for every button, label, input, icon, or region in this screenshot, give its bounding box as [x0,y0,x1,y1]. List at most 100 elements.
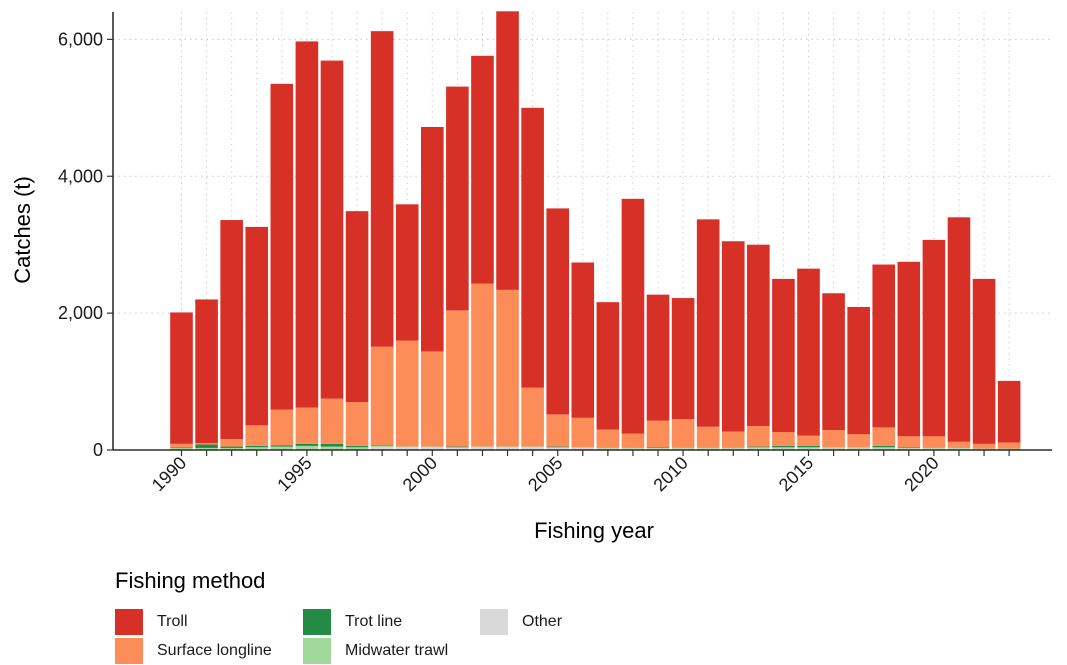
bar-segment-trot-line [797,445,820,448]
bar-segment-surface-longline [195,443,218,445]
bar-segment-surface-longline [897,436,921,448]
bar-segment-midwater-trawl [696,447,720,449]
bar-segment-other [471,447,494,450]
bar-segment-surface-longline [320,398,344,444]
bar-segment-other [822,448,845,450]
bar-segment-troll [797,268,820,436]
bar-segment-midwater-trawl [747,447,770,449]
bar-segment-midwater-trawl [496,446,519,448]
bar-segment-troll [997,380,1021,443]
bar-segment-surface-longline [496,289,519,447]
bar-segment-surface-longline [421,351,444,447]
legend-item-troll: Troll [115,608,188,636]
bar-segment-other [772,448,795,450]
bar-segment-other [947,448,971,450]
bar-segment-surface-longline [395,340,419,447]
bar-segment-troll [822,293,845,431]
bar-segment-surface-longline [170,443,193,448]
x-axis-title: Fishing year [534,518,654,543]
bar-segment-midwater-trawl [646,447,670,449]
bar-segment-midwater-trawl [345,447,369,450]
bar-segment-surface-longline [621,433,645,448]
bar-segment-troll [471,55,494,284]
bar-segment-midwater-trawl [671,447,695,449]
legend-item-other: Other [480,608,562,636]
bar-segment-midwater-trawl [847,447,870,449]
legend-label-trot-line: Trot line [345,613,403,630]
bar-segment-surface-longline [220,439,243,447]
bar-segment-midwater-trawl [170,447,193,450]
bar-segment-midwater-trawl [546,447,569,448]
bar-segment-surface-longline [295,407,319,444]
bar-segment-midwater-trawl [872,447,896,449]
bar-segment-surface-longline [646,420,670,448]
bar-segment-other [671,448,695,450]
bar-segment-trot-line [897,447,921,448]
bar-segment-other [571,447,595,450]
bar-segment-troll [772,278,795,433]
bar-segment-surface-longline [947,441,971,448]
bar-segment-trot-line [320,443,344,447]
bar-segment-surface-longline [721,431,745,448]
bar-segment-trot-line [295,443,319,446]
y-tick-label: 4,000 [58,166,103,186]
bar-segment-other [370,447,394,450]
bar-segment-midwater-trawl [446,447,469,448]
bar-segment-trot-line [195,444,218,448]
legend-label-midwater-trawl: Midwater trawl [345,642,449,659]
bar-segment-midwater-trawl [320,446,344,450]
bar-segment-troll [295,41,319,408]
legend-item-trot-line: Trot line [303,608,402,636]
x-tick-label: 2005 [524,453,566,495]
bar-segment-surface-longline [546,414,569,447]
bar-segment-other [546,447,569,450]
bar-segment-midwater-trawl [721,447,745,449]
bar-segment-trot-line [245,445,269,448]
legend-swatch-trot-line [303,609,331,635]
bar-segment-trot-line [772,445,795,448]
bar-segment-midwater-trawl [571,447,595,448]
bar-segment-troll [496,11,519,290]
bar-segment-midwater-trawl [621,447,645,449]
bar-segment-midwater-trawl [922,447,946,449]
legend-label-troll: Troll [157,613,188,630]
bar-segment-troll [696,219,720,427]
bar-segment-surface-longline [571,417,595,448]
stacked-bar-chart: 0 2,000 4,000 6,000 1990 1995 2000 2005 2010 2015… [10,11,1052,543]
legend-swatch-other [480,609,508,635]
bar-segment-surface-longline [997,442,1021,449]
bar-segment-troll [320,60,344,399]
bar-segment-other [421,447,444,450]
legend: Fishing method Troll Surface longline Tr… [115,568,715,664]
legend-swatch-midwater-trawl [303,638,331,664]
bar-segment-midwater-trawl [772,447,795,449]
bar-segment-troll [621,198,645,434]
bar-segment-other [446,447,469,450]
bar-segment-troll [370,31,394,347]
bar-segment-other [596,448,620,450]
bars [170,11,1021,450]
bar-segment-midwater-trawl [897,447,921,449]
bar-segment-trot-line [345,445,369,448]
bar-segment-midwater-trawl [521,446,544,448]
bar-segment-midwater-trawl [295,445,319,450]
y-tick-label: 2,000 [58,303,103,323]
bar-segment-midwater-trawl [997,448,1021,450]
x-tick-label: 2000 [399,453,441,495]
legend-swatch-surface-longline [115,638,143,664]
bar-segment-midwater-trawl [822,447,845,449]
bar-segment-midwater-trawl [421,446,444,448]
bar-segment-other [897,448,921,450]
bar-segment-other [872,448,896,450]
legend-label-other: Other [522,613,563,630]
bar-segment-troll [521,107,544,388]
bar-segment-troll [170,312,193,444]
bar-segment-surface-longline [446,310,469,447]
bar-segment-surface-longline [797,435,820,446]
bar-segment-trot-line [370,445,394,446]
bar-segment-surface-longline [696,426,720,448]
bar-segment-troll [345,211,369,403]
bar-segment-trot-line [170,447,193,448]
bar-segment-troll [596,302,620,430]
bar-segment-other [747,448,770,450]
